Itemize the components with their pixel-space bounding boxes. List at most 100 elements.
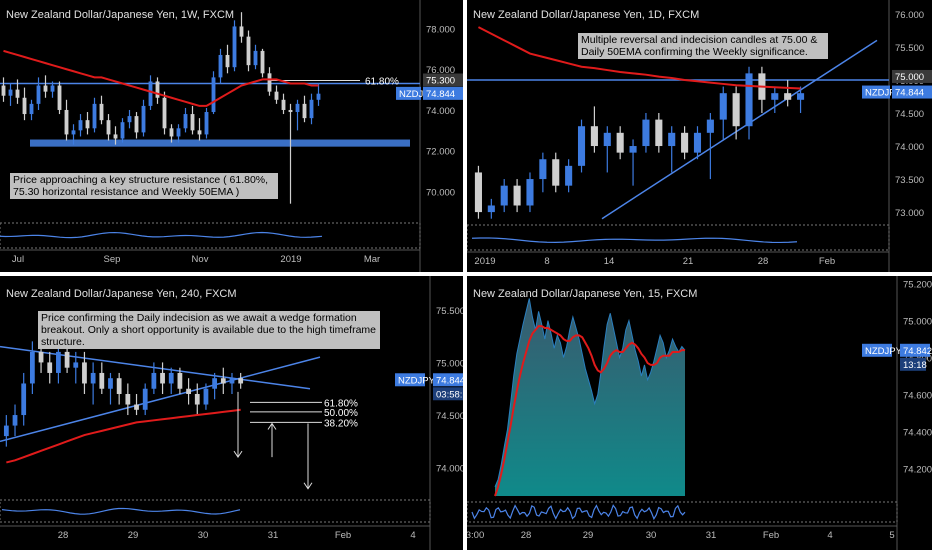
daily-y-tick-0: 76.000: [895, 10, 924, 21]
h4-fib-label-0: 61.80%: [324, 398, 358, 409]
weekly-candle-body-37: [260, 50, 265, 74]
daily-candle-body-21: [745, 73, 753, 127]
chart-panel-h4[interactable]: 61.80% 50.00% 38.20% 75.500 75.000 74.500 74.0…: [0, 276, 463, 550]
weekly-candle-body-33: [232, 26, 237, 68]
weekly-x-tick-3: 2019: [280, 254, 301, 265]
daily-candle-body-2: [500, 185, 508, 206]
weekly-candle-body-6: [43, 85, 48, 92]
h4-y-tick-2: 74.500: [436, 411, 463, 422]
daily-chart-svg[interactable]: 76.000 75.500 75.000 74.500 74.000 73.500 73.0…: [467, 0, 932, 272]
m15-x-tick-6: 4: [827, 530, 832, 541]
daily-price-badge-bg: [892, 85, 932, 99]
daily-candle-body-16: [681, 132, 689, 153]
weekly-candle-body-18: [127, 116, 132, 123]
daily-candle-body-9: [590, 126, 598, 147]
weekly-candle-body-39: [274, 91, 279, 100]
weekly-candle-body-16: [113, 134, 118, 139]
m15-y-tick-4: 74.400: [903, 427, 932, 438]
weekly-candle-body-26: [183, 114, 188, 129]
weekly-y-tick-0: 78.000: [426, 24, 455, 35]
daily-x-tick-3: 21: [683, 256, 694, 267]
chart-panel-m15[interactable]: 75.20075.00074.80074.60074.40074.200NZDJ…: [467, 276, 932, 550]
m15-area: [495, 298, 685, 496]
weekly-candle-body-35: [246, 36, 251, 66]
h4-candle-body-2: [21, 383, 27, 416]
h4-countdown-badge-bg: [433, 387, 463, 401]
weekly-candle-body-27: [190, 114, 195, 131]
weekly-candle-body-2: [15, 89, 20, 98]
h4-x-tick-5: 4: [410, 530, 415, 541]
weekly-oscillator-line: [0, 231, 323, 239]
h4-chart-svg[interactable]: 61.80%50.00%38.20% 75.500 75.000 74.500 74.0…: [0, 276, 463, 550]
daily-level-badge: 75.000: [895, 72, 924, 83]
h4-symbol-badge-bg: [395, 373, 425, 387]
daily-candle-body-0: [474, 172, 482, 213]
m15-y-tick-1: 75.000: [903, 317, 932, 328]
m15-symbol-badge-bg: [862, 343, 892, 357]
weekly-candle-body-12: [85, 120, 90, 129]
h4-wedge-upper: [0, 345, 311, 390]
weekly-candle-body-10: [71, 130, 76, 135]
h4-y-tick-1: 75.000: [436, 358, 463, 369]
h4-arrow-1-head: [233, 450, 243, 459]
daily-candle-body-25: [797, 93, 805, 100]
daily-candle-body-10: [603, 132, 611, 147]
weekly-candle-body-32: [225, 54, 230, 68]
daily-price-badge: 74.844: [895, 88, 924, 99]
weekly-candle-body-20: [141, 105, 146, 133]
m15-x-tick-4: 31: [706, 530, 717, 541]
h4-candle-body-17: [151, 372, 157, 389]
h4-price-badge: 74.844: [436, 375, 463, 386]
h4-candle-body-9: [82, 362, 87, 384]
weekly-candle-body-31: [218, 54, 223, 78]
m15-price-line: [494, 298, 686, 487]
daily-candle-body-20: [732, 93, 740, 127]
weekly-candle-body-30: [211, 77, 216, 113]
daily-candle-body-19: [719, 93, 727, 120]
chart-panel-daily[interactable]: 76.000 75.500 75.000 74.500 74.000 73.500 73.0…: [467, 0, 932, 272]
weekly-candle-body-3: [22, 97, 27, 115]
h4-x-tick-1: 29: [128, 530, 139, 541]
h4-candle-body-4: [38, 351, 44, 363]
daily-y-tick-6: 73.000: [895, 208, 924, 219]
daily-oscillator-pane: [467, 224, 890, 251]
chart-title-m15: New Zealand Dollar/Japanese Yen, 15, FXC…: [473, 288, 698, 300]
h4-candle-body-8: [73, 362, 79, 368]
h4-x-tick-3: 31: [268, 530, 279, 541]
weekly-y-tick-3: 72.000: [426, 147, 455, 158]
h4-candle-body-10: [90, 372, 96, 384]
h4-candle-body-20: [177, 372, 183, 389]
weekly-candle-body-29: [204, 112, 209, 135]
m15-x-tick-3: 30: [646, 530, 657, 541]
annotation-daily: Multiple reversal and indecision candles…: [578, 33, 828, 59]
daily-x-tick-4: 28: [758, 256, 769, 267]
h4-arrow-3-head: [303, 482, 313, 490]
weekly-candle-body-1: [8, 89, 13, 96]
m15-y-tick-0: 75.200: [903, 280, 932, 291]
weekly-x-tick-4: Mar: [364, 254, 380, 265]
m15-countdown-badge: 13:18: [903, 360, 927, 371]
daily-x-tick-5: Feb: [819, 256, 835, 267]
h4-fib-label-1: 50.00%: [324, 408, 358, 419]
daily-candle-body-6: [552, 159, 560, 186]
weekly-x-tick-0: Jul: [12, 254, 24, 265]
h4-x-tick-4: Feb: [335, 530, 351, 541]
daily-oscillator-line: [471, 237, 798, 244]
h4-candle-body-3: [29, 351, 35, 384]
weekly-symbol-badge: NZDJPY: [399, 89, 437, 100]
daily-x-tick-1: 8: [544, 256, 549, 267]
h4-candle-body-19: [168, 372, 174, 384]
weekly-ema-line: [3, 49, 319, 107]
weekly-candle-body-41: [288, 109, 293, 113]
weekly-candle-body-19: [134, 116, 139, 133]
daily-candle-body-11: [616, 132, 624, 153]
weekly-chart-svg[interactable]: 61.80% 78.000 76.000 74.000 72.000 70.000 75.3…: [0, 0, 463, 272]
m15-chart-svg[interactable]: 75.20075.00074.80074.60074.40074.200NZDJ…: [467, 276, 932, 550]
weekly-y-tick-4: 70.000: [426, 187, 455, 198]
weekly-candle-body-17: [120, 122, 125, 139]
daily-candle-body-13: [642, 119, 650, 147]
chart-panel-weekly[interactable]: 61.80% 78.000 76.000 74.000 72.000 70.000 75.3…: [0, 0, 463, 272]
weekly-candle-body-45: [316, 93, 321, 100]
daily-candle-body-24: [784, 93, 792, 100]
h4-candle-body-24: [212, 378, 218, 389]
